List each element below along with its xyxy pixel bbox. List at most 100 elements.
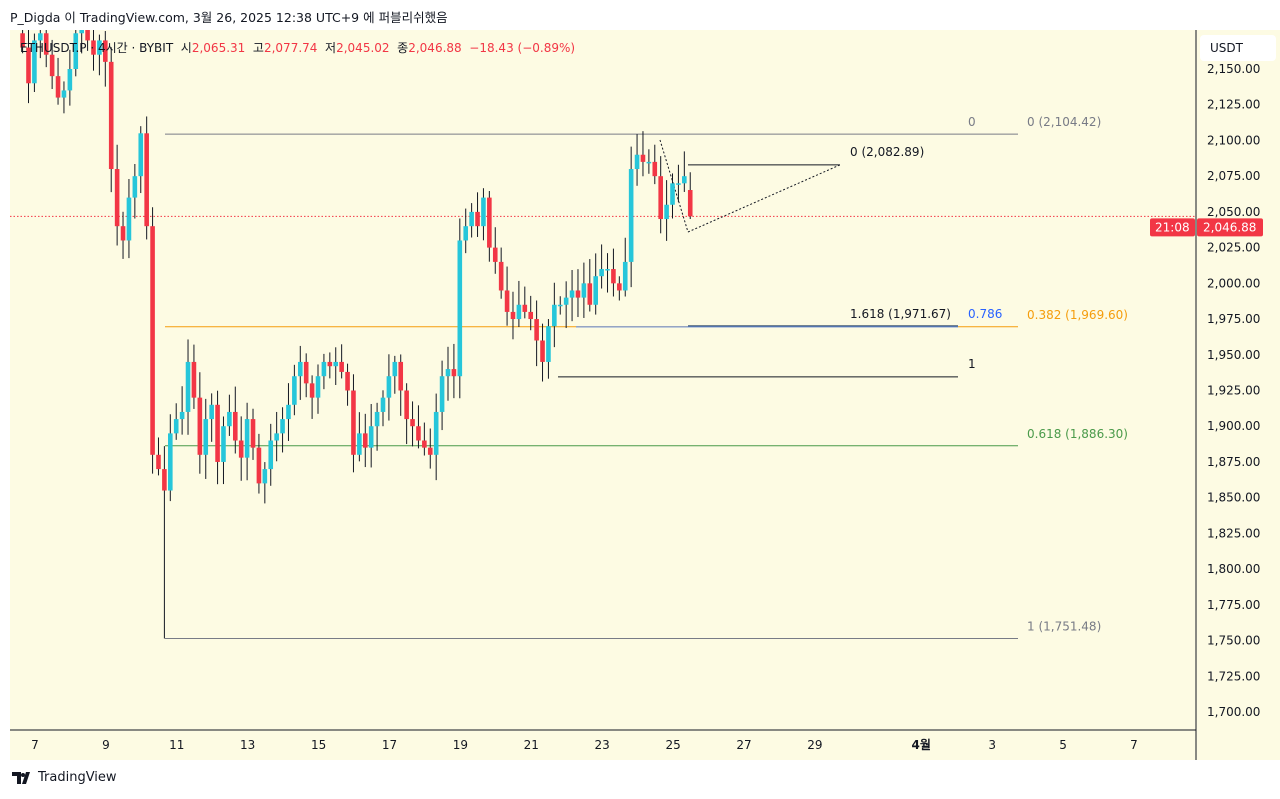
price-tick-label: 1,800.00: [1207, 562, 1260, 576]
symbol-name[interactable]: ETHUSDT.P · 4시간 · BYBIT: [20, 41, 174, 55]
candle: [622, 237, 628, 297]
candle: [504, 266, 510, 326]
high-label: 고: [252, 41, 264, 55]
candle: [687, 172, 693, 220]
price-tick-label: 1,925.00: [1207, 384, 1260, 398]
candle-body: [315, 376, 321, 398]
time-tick-label: 29: [807, 738, 822, 752]
candle: [303, 353, 309, 398]
currency-button[interactable]: USDT: [1200, 35, 1276, 61]
candle: [132, 163, 138, 219]
candle-body: [546, 326, 551, 362]
candle-body: [445, 369, 451, 377]
candle-body: [593, 276, 599, 305]
candle-body: [286, 404, 291, 420]
candle-body: [32, 40, 37, 84]
candle-body: [262, 469, 268, 484]
price-tick-label: 2,125.00: [1207, 98, 1260, 112]
candle: [185, 339, 191, 435]
candle: [244, 402, 250, 481]
candle: [628, 146, 634, 288]
candle: [179, 386, 185, 435]
price-tick-label: 1,825.00: [1207, 526, 1260, 540]
price-tick-label: 1,700.00: [1207, 705, 1260, 719]
candle-body: [120, 226, 126, 241]
tradingview-logo[interactable]: TradingView: [12, 770, 117, 785]
candle: [587, 259, 593, 312]
price-tick-label: 2,025.00: [1207, 241, 1260, 255]
tradingview-logo-icon: [12, 771, 30, 784]
candle: [292, 364, 297, 416]
candle: [327, 352, 333, 379]
candle: [238, 416, 244, 481]
candle: [26, 23, 31, 104]
candle-body: [85, 26, 90, 41]
candle: [374, 402, 380, 451]
countdown-label: 21:08: [1155, 220, 1190, 234]
candle: [522, 286, 528, 319]
candle: [209, 393, 214, 442]
candle-body: [439, 376, 445, 412]
candle: [156, 437, 161, 476]
candle-body: [492, 247, 498, 262]
price-tick-label: 1,850.00: [1207, 491, 1260, 505]
time-tick-label: 11: [169, 738, 184, 752]
candle-body: [368, 426, 374, 448]
candle: [339, 344, 344, 379]
candle: [138, 126, 144, 194]
candle: [492, 227, 498, 274]
candle: [605, 253, 610, 293]
candle: [469, 203, 474, 238]
candle: [114, 144, 120, 246]
candlestick-chart[interactable]: 0 (2,104.42) 0 0.382 (1,969.60) 0.618 (1,88…: [10, 16, 1280, 760]
candle: [451, 343, 457, 399]
candle-body: [652, 161, 658, 177]
candle: [315, 364, 321, 414]
fib-levels: 0 (2,104.42) 0 0.382 (1,969.60) 0.618 (1,88…: [10, 115, 1196, 639]
candle-body: [144, 133, 149, 227]
candle: [575, 269, 581, 318]
chart-area[interactable]: 0 (2,104.42) 0 0.382 (1,969.60) 0.618 (1,88…: [10, 16, 1280, 760]
candle: [297, 345, 303, 400]
fib2-1618-label: 1.618 (1,971.67): [850, 307, 951, 321]
candle-body: [297, 361, 303, 377]
fib-level-label: 0 (2,104.42): [1027, 115, 1101, 129]
candle-body: [433, 411, 439, 455]
candle-body: [658, 176, 663, 220]
candle-body: [327, 361, 333, 367]
time-tick-label: 25: [665, 738, 680, 752]
candle-body: [404, 390, 409, 420]
fib2-0786-label: 0.786: [968, 307, 1002, 321]
price-tick-label: 1,775.00: [1207, 598, 1260, 612]
candle: [457, 218, 463, 399]
candle-body: [227, 411, 232, 427]
candle-body: [203, 419, 209, 455]
candle-body: [599, 269, 604, 277]
candle: [664, 180, 669, 241]
candle-body: [374, 411, 380, 427]
candle: [646, 149, 652, 174]
candle-body: [504, 290, 510, 312]
candle: [126, 178, 132, 259]
candle: [256, 433, 262, 494]
candle-body: [185, 361, 191, 412]
candle-body: [280, 419, 285, 434]
candle: [362, 413, 368, 468]
candle-body: [487, 197, 492, 248]
candles: [20, 16, 693, 639]
open-value: 2,065.31: [191, 41, 246, 55]
candle-body: [132, 176, 138, 198]
candle-body: [664, 204, 669, 220]
candle-body: [268, 440, 274, 470]
candle: [333, 347, 339, 386]
candle: [569, 270, 575, 322]
candle-body: [274, 433, 279, 441]
price-axis-bg: [1196, 30, 1280, 760]
candle: [563, 281, 569, 329]
candle-body: [26, 47, 31, 84]
price-tick-label: 2,075.00: [1207, 169, 1260, 183]
countdown-tag: [1150, 218, 1195, 237]
candle: [445, 346, 451, 401]
candle-body: [43, 33, 49, 55]
candle: [108, 47, 114, 193]
